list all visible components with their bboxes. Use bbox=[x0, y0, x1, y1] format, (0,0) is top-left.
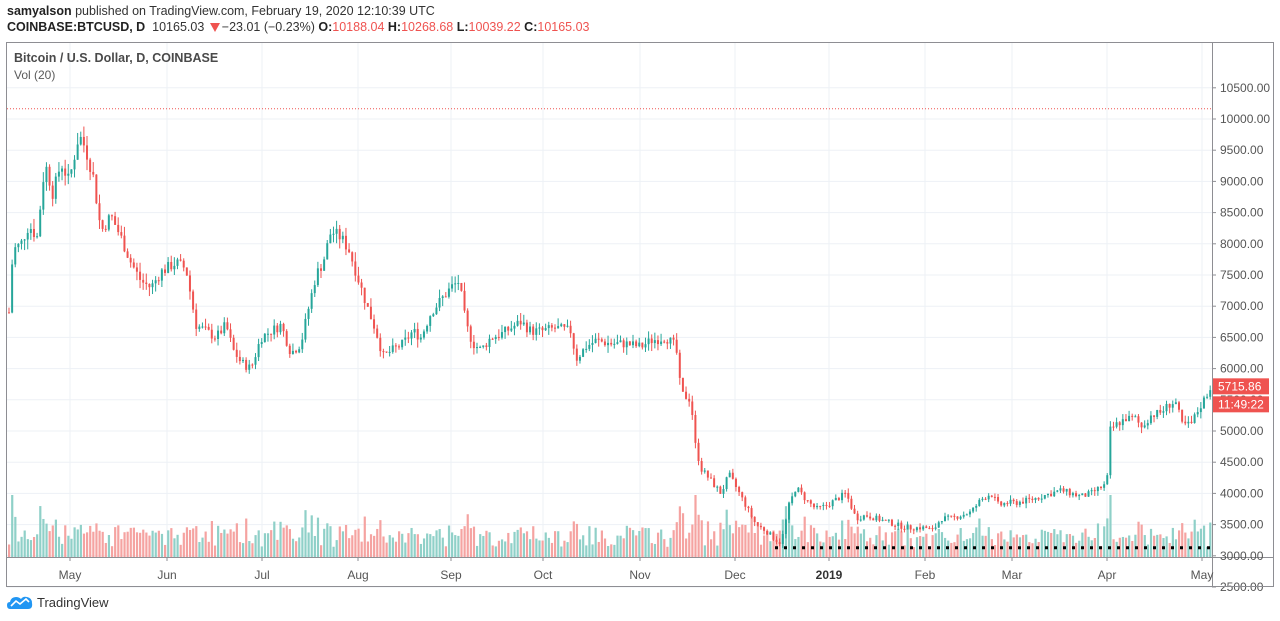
down-triangle-icon bbox=[209, 23, 220, 32]
open-label: O: bbox=[318, 20, 333, 34]
price-tick-label: 3000.00 bbox=[1220, 549, 1264, 563]
price-tick-label: 4500.00 bbox=[1220, 455, 1264, 469]
published-text: published on TradingView.com, February 1… bbox=[75, 4, 435, 18]
time-tick-label: May bbox=[59, 568, 82, 582]
time-tick-label: May bbox=[1191, 568, 1214, 582]
price-tick-label: 8000.00 bbox=[1220, 237, 1264, 251]
high-value: 10268.68 bbox=[401, 20, 454, 34]
price-tick-label: 7500.00 bbox=[1220, 268, 1264, 282]
open-value: 10188.04 bbox=[332, 20, 385, 34]
price-change: −23.01 (−0.23%) bbox=[221, 20, 315, 34]
svg-text:5715.86: 5715.86 bbox=[1218, 379, 1262, 393]
price-tick-label: 7000.00 bbox=[1220, 299, 1264, 313]
time-tick-label: 2019 bbox=[816, 568, 843, 582]
time-tick-label: Aug bbox=[347, 568, 368, 582]
brand-name: TradingView bbox=[37, 594, 109, 610]
time-tick-label: Sep bbox=[440, 568, 462, 582]
price-tick-label: 6000.00 bbox=[1220, 362, 1264, 376]
price-tick-label: 9500.00 bbox=[1220, 143, 1264, 157]
price-tick-label: 9000.00 bbox=[1220, 174, 1264, 188]
tradingview-branding[interactable]: TradingView bbox=[7, 594, 109, 610]
chart-frame bbox=[6, 42, 1274, 587]
high-label: H: bbox=[387, 20, 402, 34]
series-legend[interactable]: Bitcoin / U.S. Dollar, D, COINBASE bbox=[14, 51, 219, 65]
price-tick-label: 3500.00 bbox=[1220, 518, 1264, 532]
low-label: L: bbox=[456, 20, 469, 34]
time-tick-label: Jul bbox=[254, 568, 269, 582]
close-label: C: bbox=[524, 20, 538, 34]
publish-info: samyalson published on TradingView.com, … bbox=[7, 4, 435, 18]
price-tick-label: 6500.00 bbox=[1220, 330, 1264, 344]
symbol-ohlc-bar: COINBASE:BTCUSD, D 10165.03 −23.01 (−0.2… bbox=[7, 20, 590, 34]
price-tick-label: 4000.00 bbox=[1220, 486, 1264, 500]
svg-text:11:49:22: 11:49:22 bbox=[1218, 397, 1264, 411]
last-price: 10165.03 bbox=[152, 20, 205, 34]
time-tick-label: Nov bbox=[629, 568, 650, 582]
price-tick-label: 2500.00 bbox=[1220, 580, 1264, 594]
time-tick-label: Oct bbox=[534, 568, 553, 582]
time-tick-label: Dec bbox=[724, 568, 745, 582]
price-axis[interactable]: 10500.00 10000.00 9500.00 9000.00 8500.00 800… bbox=[1212, 81, 1270, 594]
close-value: 10165.03 bbox=[537, 20, 590, 34]
time-axis[interactable]: May Jun Jul Aug Sep Oct Nov Dec 2019 Feb Mar Apr May bbox=[59, 557, 1214, 582]
time-tick-label: Jun bbox=[157, 568, 176, 582]
tradingview-logo-icon bbox=[7, 596, 33, 609]
candles bbox=[8, 126, 1212, 548]
author-name[interactable]: samyalson bbox=[7, 4, 72, 18]
last-price-badge: 5715.86 11:49:22 bbox=[1213, 378, 1269, 413]
price-tick-label: 10500.00 bbox=[1220, 81, 1270, 95]
time-tick-label: Feb bbox=[915, 568, 936, 582]
time-tick-label: Mar bbox=[1002, 568, 1023, 582]
price-tick-label: 10000.00 bbox=[1220, 112, 1270, 126]
price-tick-label: 5000.00 bbox=[1220, 424, 1264, 438]
time-tick-label: Apr bbox=[1098, 568, 1117, 582]
grid bbox=[7, 43, 1212, 588]
low-value: 10039.22 bbox=[468, 20, 521, 34]
price-tick-label: 8500.00 bbox=[1220, 206, 1264, 220]
volume-legend[interactable]: Vol (20) bbox=[14, 68, 56, 82]
symbol-label: COINBASE:BTCUSD, D bbox=[7, 20, 146, 34]
